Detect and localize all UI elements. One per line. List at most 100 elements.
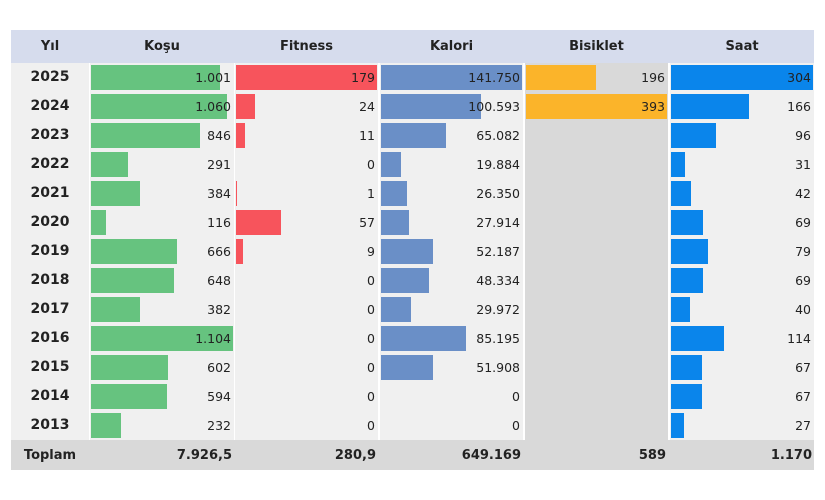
value-fitness: 0 <box>367 157 375 172</box>
bar-kalori <box>381 297 411 322</box>
value-saat: 67 <box>795 360 811 375</box>
value-saat: 27 <box>795 418 811 433</box>
year-label: 2013 <box>30 417 70 433</box>
value-bisiklet <box>525 266 665 295</box>
value-fitness: 9 <box>367 244 375 259</box>
value-kalori: 141.750 <box>468 70 520 85</box>
value-kalori: 26.350 <box>476 186 520 201</box>
header-kalori: Kalori <box>429 39 474 54</box>
bar-saat <box>671 181 691 206</box>
bar-kosu <box>91 210 106 235</box>
bar-fitness <box>236 210 281 235</box>
value-kosu: 1.104 <box>195 331 231 346</box>
value-bisiklet <box>525 295 665 324</box>
year-label: 2019 <box>30 243 70 259</box>
value-kosu: 594 <box>207 389 231 404</box>
value-fitness: 0 <box>367 418 375 433</box>
value-saat: 69 <box>795 215 811 230</box>
bar-saat <box>671 384 703 409</box>
total-kalori: 649.169 <box>461 448 521 463</box>
value-saat: 96 <box>795 128 811 143</box>
bar-kalori <box>381 268 430 293</box>
value-fitness: 0 <box>367 331 375 346</box>
total-kosu: 7.926,5 <box>176 448 232 463</box>
value-kalori: 51.908 <box>476 360 520 375</box>
value-bisiklet <box>525 411 665 440</box>
value-kalori: 27.914 <box>476 215 520 230</box>
bar-kalori <box>381 65 522 90</box>
value-kosu: 648 <box>207 273 231 288</box>
value-kosu: 116 <box>207 215 231 230</box>
header-saat: Saat <box>725 39 759 54</box>
bar-saat <box>671 152 686 177</box>
data-table: Yıl Koşu Fitness Kalori Bisiklet Saat 20… <box>11 30 814 470</box>
bar-kalori <box>381 239 433 264</box>
year-label: 2021 <box>30 185 70 201</box>
year-label: 2020 <box>30 214 70 230</box>
year-label: 2015 <box>30 359 70 375</box>
bar-kalori <box>381 210 409 235</box>
value-saat: 114 <box>787 331 811 346</box>
value-kosu: 232 <box>207 418 231 433</box>
value-kalori: 85.195 <box>476 331 520 346</box>
bar-kalori <box>381 152 401 177</box>
value-saat: 304 <box>787 70 811 85</box>
value-kalori: 100.593 <box>468 99 520 114</box>
year-label: 2018 <box>30 272 70 288</box>
value-kosu: 1.060 <box>195 99 231 114</box>
bar-kosu <box>91 326 233 351</box>
header-kosu: Koşu <box>144 39 180 54</box>
value-kalori: 0 <box>512 389 520 404</box>
year-label: 2024 <box>30 98 70 114</box>
bar-kalori <box>381 123 446 148</box>
header-bisiklet: Bisiklet <box>569 39 624 54</box>
header-row: Yıl Koşu Fitness Kalori Bisiklet Saat <box>11 30 814 63</box>
value-kosu: 384 <box>207 186 231 201</box>
header-year: Yıl <box>40 39 60 54</box>
value-saat: 79 <box>795 244 811 259</box>
bar-fitness <box>236 65 377 90</box>
value-bisiklet: 393 <box>641 99 665 114</box>
value-kalori: 48.334 <box>476 273 520 288</box>
value-fitness: 0 <box>367 273 375 288</box>
year-label: 2014 <box>30 388 70 404</box>
total-label: Toplam <box>23 448 77 463</box>
bar-saat <box>671 413 684 438</box>
value-bisiklet <box>525 382 665 411</box>
value-bisiklet: 196 <box>641 70 665 85</box>
value-kalori: 29.972 <box>476 302 520 317</box>
bar-kosu <box>91 355 169 380</box>
value-kalori: 65.082 <box>476 128 520 143</box>
panel-fitness <box>235 63 378 440</box>
bar-fitness <box>236 181 237 206</box>
bar-kosu <box>91 239 177 264</box>
bar-kosu <box>91 152 129 177</box>
value-bisiklet <box>525 121 665 150</box>
value-fitness: 11 <box>359 128 375 143</box>
value-bisiklet <box>525 237 665 266</box>
bar-saat <box>671 123 716 148</box>
bar-kosu <box>91 181 141 206</box>
bar-saat <box>671 65 813 90</box>
value-fitness: 57 <box>359 215 375 230</box>
bar-fitness <box>236 123 245 148</box>
bar-kalori <box>381 326 466 351</box>
bar-fitness <box>236 239 244 264</box>
year-label: 2022 <box>30 156 70 172</box>
bar-kosu <box>91 384 168 409</box>
panel-year <box>11 63 89 440</box>
value-saat: 40 <box>795 302 811 317</box>
value-fitness: 24 <box>359 99 375 114</box>
bar-saat <box>671 239 708 264</box>
bar-saat <box>671 268 704 293</box>
value-saat: 69 <box>795 273 811 288</box>
bar-kosu <box>91 413 121 438</box>
value-kalori: 0 <box>512 418 520 433</box>
total-saat: 1.170 <box>770 448 812 463</box>
bar-kosu <box>91 94 228 119</box>
year-label: 2016 <box>30 330 70 346</box>
total-fitness: 280,9 <box>334 448 376 463</box>
value-saat: 31 <box>795 157 811 172</box>
value-saat: 166 <box>787 99 811 114</box>
bar-kalori <box>381 181 408 206</box>
